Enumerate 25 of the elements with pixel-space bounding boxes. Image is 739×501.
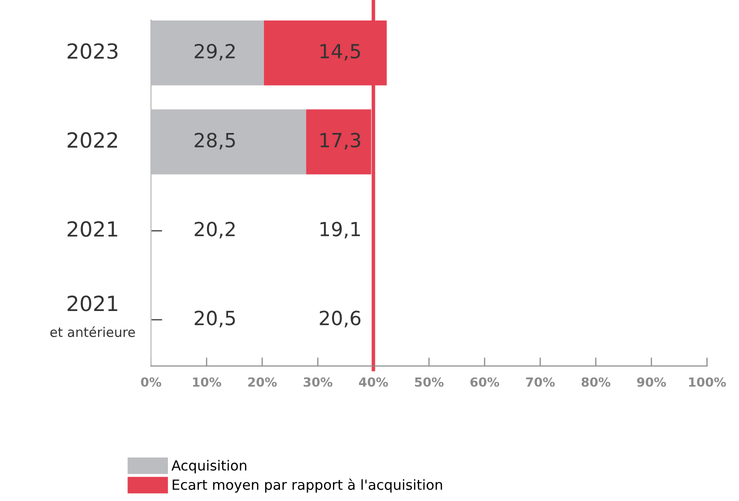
x-tick-label: 100% — [689, 377, 726, 387]
x-tick-label: 10% — [193, 377, 222, 387]
y-tick-label: 2021 et antérieure — [50, 296, 135, 338]
annotation: 28,5 — [194, 132, 235, 150]
y-tick-label: 2021 — [68, 221, 118, 237]
x-tick-label: 80% — [582, 377, 610, 387]
x-tick-label: 50% — [415, 377, 444, 387]
y-tick-label: 2022 — [68, 132, 118, 148]
x-tick-label: 30% — [304, 377, 332, 387]
x-tick-label: 40% — [359, 377, 388, 387]
annotation: 20,5 — [194, 310, 235, 328]
annotation: 17,3 — [320, 132, 360, 150]
x-tick-label: 20% — [248, 377, 277, 387]
x-tick-label: 70% — [526, 377, 555, 387]
annotation: 14,5 — [320, 44, 360, 61]
legend-label: Ecart moyen par rapport à l'acquisition — [172, 478, 442, 493]
x-tick-label: 60% — [470, 377, 500, 387]
legend-label: Acquisition — [171, 460, 246, 474]
annotation: 20,6 — [320, 310, 360, 328]
y-tick-label: 2023 — [68, 43, 118, 59]
x-tick-label: 0% — [140, 377, 162, 387]
annotation: 19,1 — [320, 222, 360, 238]
x-tick-label: 90% — [637, 377, 666, 387]
annotation: 29,2 — [194, 44, 235, 61]
annotation: 20,2 — [194, 222, 235, 238]
